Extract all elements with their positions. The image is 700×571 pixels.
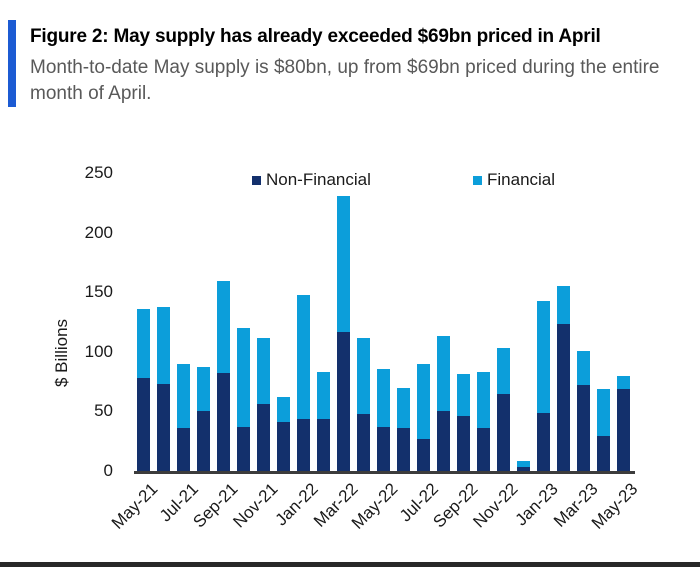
bar-segment-non-financial [416, 438, 430, 471]
bar-segment-non-financial [276, 422, 290, 471]
y-tick-label: 0 [103, 461, 113, 480]
bar-sep-22 [456, 374, 470, 471]
bar-aug-22 [436, 336, 450, 471]
bar-jul-22 [416, 363, 430, 471]
bar-segment-financial [156, 306, 170, 384]
bar-may-21 [136, 308, 150, 471]
bar-segment-non-financial [196, 411, 210, 471]
bar-segment-financial [576, 350, 590, 386]
bar-segment-financial [296, 294, 310, 419]
bar-apr-22 [356, 337, 370, 471]
x-tick-label: Nov-21 [229, 479, 282, 532]
bar-segment-non-financial [456, 416, 470, 471]
bar-feb-23 [556, 286, 570, 471]
bar-segment-non-financial [596, 436, 610, 471]
bar-segment-non-financial [176, 428, 190, 471]
bar-segment-financial [536, 300, 550, 413]
bar-segment-non-financial [556, 324, 570, 471]
bar-segment-financial [276, 397, 290, 423]
bar-nov-22 [496, 348, 510, 471]
y-tick-label: 200 [84, 222, 113, 242]
bar-segment-financial [396, 387, 410, 429]
x-tick-label: May-21 [108, 479, 162, 533]
accent-bar [8, 20, 16, 107]
bar-segment-financial [236, 327, 250, 427]
bar-segment-non-financial [356, 413, 370, 471]
bar-segment-financial [176, 363, 190, 429]
figure-subtitle: Month-to-date May supply is $80bn, up fr… [30, 57, 660, 104]
bar-segment-non-financial [436, 411, 450, 471]
x-axis-line [134, 471, 635, 474]
bar-segment-financial [496, 348, 510, 394]
bar-segment-financial [256, 337, 270, 405]
bar-segment-non-financial [236, 426, 250, 471]
bar-segment-non-financial [136, 378, 150, 471]
bar-jul-21 [176, 363, 190, 471]
bar-dec-22 [516, 461, 530, 471]
bar-segment-financial [556, 286, 570, 325]
bar-segment-non-financial [616, 388, 630, 471]
bar-oct-21 [236, 327, 250, 471]
bar-apr-23 [596, 388, 610, 471]
bar-segment-non-financial [496, 393, 510, 471]
legend-swatch-financial-icon [473, 176, 482, 185]
bar-mar-23 [576, 350, 590, 471]
bar-oct-22 [476, 372, 490, 471]
plot-area [134, 173, 635, 471]
bar-segment-non-financial [296, 418, 310, 471]
legend-label-financial: Financial [487, 170, 556, 189]
bar-may-23 [616, 375, 630, 471]
bar-segment-financial [436, 336, 450, 412]
bar-segment-non-financial [476, 428, 490, 471]
figure-title: Figure 2: May supply has already exceede… [30, 26, 601, 47]
legend-label-non-financial: Non-Financial [266, 170, 371, 189]
bar-segment-financial [416, 363, 430, 439]
bar-segment-financial [316, 372, 330, 419]
bar-feb-22 [316, 372, 330, 471]
bar-dec-21 [276, 397, 290, 471]
legend-swatch-non-financial-icon [252, 176, 261, 185]
bar-segment-non-financial [216, 373, 230, 471]
bar-sep-21 [216, 281, 230, 471]
bottom-divider [0, 562, 700, 567]
bar-segment-non-financial [336, 331, 350, 471]
y-tick-label: 100 [84, 341, 113, 361]
y-tick-label: 50 [94, 401, 113, 421]
bar-segment-financial [376, 368, 390, 427]
x-tick-label: Nov-22 [469, 479, 522, 532]
bar-segment-financial [476, 372, 490, 429]
bar-nov-21 [256, 337, 270, 471]
bar-segment-non-financial [396, 428, 410, 471]
bar-segment-non-financial [316, 418, 330, 471]
bar-segment-non-financial [516, 467, 530, 471]
bar-jan-23 [536, 300, 550, 471]
bar-segment-financial [196, 367, 210, 412]
bar-segment-financial [216, 281, 230, 374]
bar-segment-financial [356, 337, 370, 414]
bar-segment-financial [136, 308, 150, 379]
bar-segment-non-financial [536, 412, 550, 471]
bar-segment-non-financial [156, 383, 170, 471]
bar-jun-21 [156, 306, 170, 471]
bar-segment-financial [336, 195, 350, 332]
bar-jan-22 [296, 294, 310, 471]
bar-segment-financial [456, 374, 470, 417]
bar-segment-financial [616, 375, 630, 389]
bar-segment-financial [516, 461, 530, 468]
bar-segment-non-financial [576, 385, 590, 471]
bar-segment-non-financial [376, 426, 390, 471]
bar-mar-22 [336, 195, 350, 471]
bar-aug-21 [196, 367, 210, 471]
bar-segment-financial [596, 388, 610, 437]
bar-jun-22 [396, 387, 410, 471]
bar-may-22 [376, 368, 390, 471]
y-tick-label: 250 [84, 163, 113, 182]
bar-segment-non-financial [256, 404, 270, 471]
y-tick-label: 150 [84, 282, 113, 302]
